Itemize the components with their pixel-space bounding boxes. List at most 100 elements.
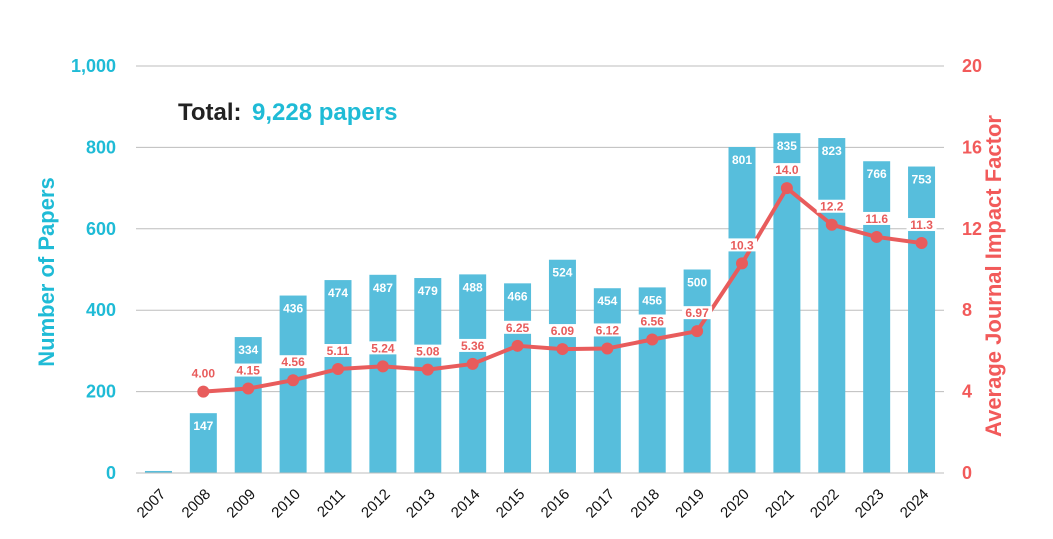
bar-value-label: 823	[822, 144, 842, 158]
line-point	[646, 333, 659, 346]
bar	[324, 280, 352, 473]
bar	[548, 259, 576, 473]
line-label-box	[188, 366, 219, 380]
line-point	[736, 257, 748, 270]
line-label-box	[816, 199, 847, 213]
x-tick-label: 2018	[627, 486, 663, 522]
line-point	[870, 230, 883, 243]
bar-value-label: 5	[155, 477, 162, 491]
bar-value-label: 766	[867, 167, 887, 181]
bar	[818, 138, 846, 473]
line-point	[511, 339, 524, 352]
y2-tick-label: 8	[962, 300, 972, 320]
line-value-label: 6.56	[641, 315, 665, 329]
line-label-box	[502, 320, 533, 334]
bar	[683, 269, 711, 473]
line-value-label: 5.11	[327, 344, 350, 358]
data-labels: 5 147 334 436 474 487 479 488 466 524 454 456 500 801…	[155, 139, 937, 491]
x-tick-label: 2019	[672, 486, 708, 522]
line-value-label: 6.12	[596, 323, 620, 337]
y-tick-label: 800	[86, 137, 116, 157]
bar-value-label: 524	[552, 266, 572, 280]
bar	[863, 161, 891, 473]
y-tick-label: 600	[86, 219, 116, 239]
total-prefix: Total:	[178, 99, 242, 126]
x-tick-label: 2012	[358, 486, 394, 522]
bar-value-label: 436	[283, 302, 303, 316]
line-label-box	[682, 306, 713, 320]
line-point	[601, 342, 614, 355]
bar-value-label: 487	[373, 281, 393, 295]
bar	[369, 274, 397, 473]
line-value-label: 6.97	[685, 306, 709, 320]
y2-axis-title: Average Journal Impact Factor	[981, 115, 1006, 437]
y2-tick-label: 0	[962, 463, 972, 483]
line-point	[556, 343, 569, 356]
line-label-box	[906, 218, 937, 232]
bar	[144, 470, 172, 473]
line-point	[825, 218, 838, 231]
line-value-label: 4.56	[281, 355, 305, 369]
bar-value-label: 466	[508, 289, 528, 303]
line-value-label: 5.36	[461, 339, 485, 353]
bar-value-label: 835	[777, 139, 797, 153]
y2-tick-label: 20	[962, 56, 982, 76]
y2-tick-label: 12	[962, 219, 982, 239]
bar-value-label: 488	[463, 280, 483, 294]
bar-value-label: 147	[193, 419, 213, 433]
line-label-box	[278, 355, 309, 369]
line-label-box	[367, 341, 398, 355]
line-value-label: 11.3	[910, 218, 933, 232]
bar	[459, 274, 487, 473]
line-label-box	[412, 344, 443, 358]
line-value-label: 5.08	[416, 345, 440, 359]
bar	[908, 166, 936, 474]
line-value-label: 4.15	[237, 364, 261, 378]
bar-value-label: 474	[328, 286, 348, 300]
line-series	[197, 182, 928, 398]
line-point	[421, 363, 434, 376]
total-value: 9,228 papers	[252, 99, 397, 126]
line-label-box	[637, 314, 668, 328]
line-point	[332, 363, 344, 376]
x-tick-label: 2014	[448, 486, 484, 522]
line-point	[780, 182, 793, 195]
x-tick-label: 2021	[762, 486, 798, 522]
x-tick-label: 2013	[403, 486, 439, 522]
bar-value-label: 753	[912, 173, 932, 187]
line-value-label: 10.3	[730, 238, 754, 252]
bar	[504, 283, 532, 473]
line-label-box	[861, 211, 892, 225]
line-point	[197, 385, 210, 398]
bar-value-label: 500	[687, 276, 707, 290]
line-label-box	[727, 238, 757, 252]
line-point	[691, 325, 704, 338]
y-tick-label: 200	[86, 382, 116, 402]
y2-tick-label: 4	[962, 382, 972, 402]
bar	[234, 337, 262, 473]
line-value-label: 6.25	[506, 321, 530, 335]
x-tick-label: 2011	[314, 486, 349, 521]
x-tick-label: 2024	[897, 486, 933, 522]
line-value-label: 14.0	[775, 163, 799, 177]
line-label-box	[233, 363, 264, 377]
y-tick-label: 1,000	[71, 56, 116, 76]
x-tick-label: 2009	[223, 486, 259, 522]
line-point	[376, 360, 389, 373]
line-value-label: 5.24	[371, 341, 395, 355]
x-tick-label: 2017	[583, 486, 619, 522]
bar-series	[144, 133, 936, 474]
y-axis-title: Number of Papers	[34, 177, 59, 367]
line-label-box	[547, 324, 578, 338]
y-tick-label: 0	[106, 463, 116, 483]
x-tick-label: 2010	[268, 486, 304, 522]
y2-tick-label: 16	[962, 137, 982, 157]
total-caption: Total: 9,228 papers	[178, 99, 397, 126]
x-tick-label: 2022	[807, 486, 843, 522]
bar	[593, 288, 621, 473]
line-label-box	[457, 338, 488, 352]
y-tick-label: 400	[86, 300, 116, 320]
bar-value-label: 801	[732, 153, 752, 167]
x-tick-label: 2020	[717, 486, 753, 522]
